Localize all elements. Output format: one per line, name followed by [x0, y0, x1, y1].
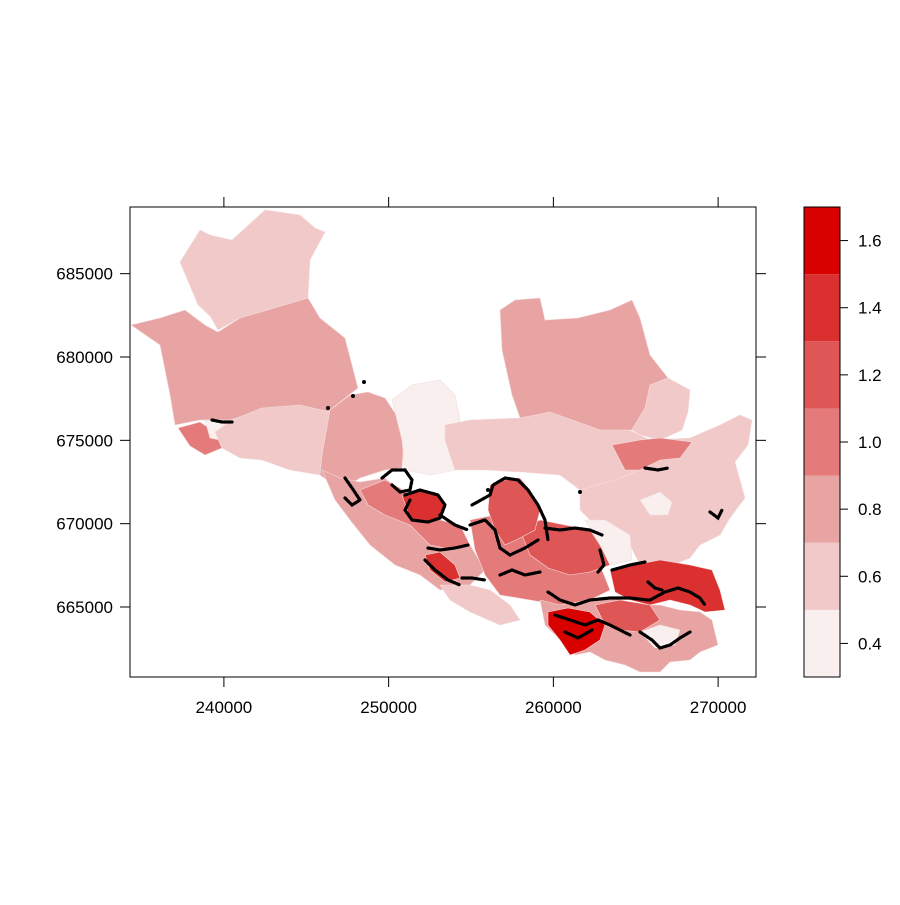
y-tick-label: 685000 — [56, 265, 113, 284]
legend-tick-label: 1.2 — [858, 366, 882, 385]
point-trail — [380, 468, 414, 494]
region-northwest-mid — [130, 297, 359, 431]
legend-color-swatch — [804, 609, 840, 677]
point-trail — [438, 513, 470, 532]
point-trail — [648, 586, 707, 607]
point-trail — [638, 630, 692, 650]
x-axis: 240000 250000 260000 270000 — [196, 197, 747, 717]
legend-tick-label: 1.0 — [858, 433, 882, 452]
point — [362, 380, 366, 384]
legend-tick-label: 0.4 — [858, 634, 882, 653]
region-south-med — [594, 599, 661, 633]
region-polygons — [130, 209, 753, 673]
legend-color-swatch — [804, 341, 840, 409]
legend-tick-label: 1.6 — [858, 232, 882, 251]
point-trail — [426, 543, 470, 552]
region-center-south-3 — [519, 519, 611, 576]
point-trail — [643, 466, 670, 472]
region-northwest-upper — [179, 209, 326, 331]
plot-frame — [129, 206, 757, 678]
point — [351, 394, 355, 398]
point-trail — [210, 418, 234, 424]
point-trail — [553, 613, 632, 637]
region-east-pale — [639, 491, 673, 516]
region-northeast — [499, 297, 669, 431]
point — [486, 488, 490, 492]
region-south-pale — [639, 624, 681, 649]
legend-tick-label: 0.6 — [858, 567, 882, 586]
point-trail — [460, 576, 487, 582]
point-trail — [470, 476, 550, 542]
point-trail — [403, 488, 447, 524]
region-northeast-light — [631, 377, 691, 441]
legend-color-swatch — [804, 542, 840, 610]
point — [578, 490, 582, 494]
point-trail — [543, 526, 604, 537]
point-trail — [468, 518, 540, 557]
x-tick-label: 260000 — [525, 698, 582, 717]
y-tick-label: 665000 — [56, 598, 113, 617]
point-trail — [610, 560, 647, 572]
y-tick-label: 675000 — [56, 431, 113, 450]
region-south-darkest — [547, 607, 606, 656]
point-trail — [343, 476, 363, 508]
point-trail — [596, 548, 606, 574]
point-trail — [646, 580, 664, 592]
point-trails — [210, 418, 724, 650]
point-trail — [708, 508, 724, 521]
y-tick-label: 670000 — [56, 515, 113, 534]
legend-tick-label: 1.4 — [858, 299, 882, 318]
x-tick-label: 250000 — [360, 698, 417, 717]
legend-color-swatch — [804, 207, 840, 275]
legend-color-swatch — [804, 408, 840, 476]
legend-color-swatch — [804, 475, 840, 543]
y-axis: 665000 670000 675000 680000 685000 — [56, 265, 766, 617]
legend-tick-label: 0.8 — [858, 500, 882, 519]
region-coast-mid — [439, 584, 521, 626]
y-tick-label: 680000 — [56, 348, 113, 367]
point — [326, 406, 330, 410]
x-tick-label: 240000 — [196, 698, 253, 717]
point-trail — [563, 628, 594, 640]
point-trail — [546, 590, 650, 607]
color-legend: 0.4 0.6 0.8 1.0 1.2 1.4 1.6 — [803, 206, 882, 678]
region-east-mid — [611, 437, 693, 471]
legend-color-swatch — [804, 274, 840, 342]
point-trail — [498, 568, 542, 577]
region-coast-west-dark — [424, 551, 461, 583]
x-tick-label: 270000 — [690, 698, 747, 717]
point-trail — [423, 558, 462, 587]
isolated-points — [326, 380, 582, 494]
